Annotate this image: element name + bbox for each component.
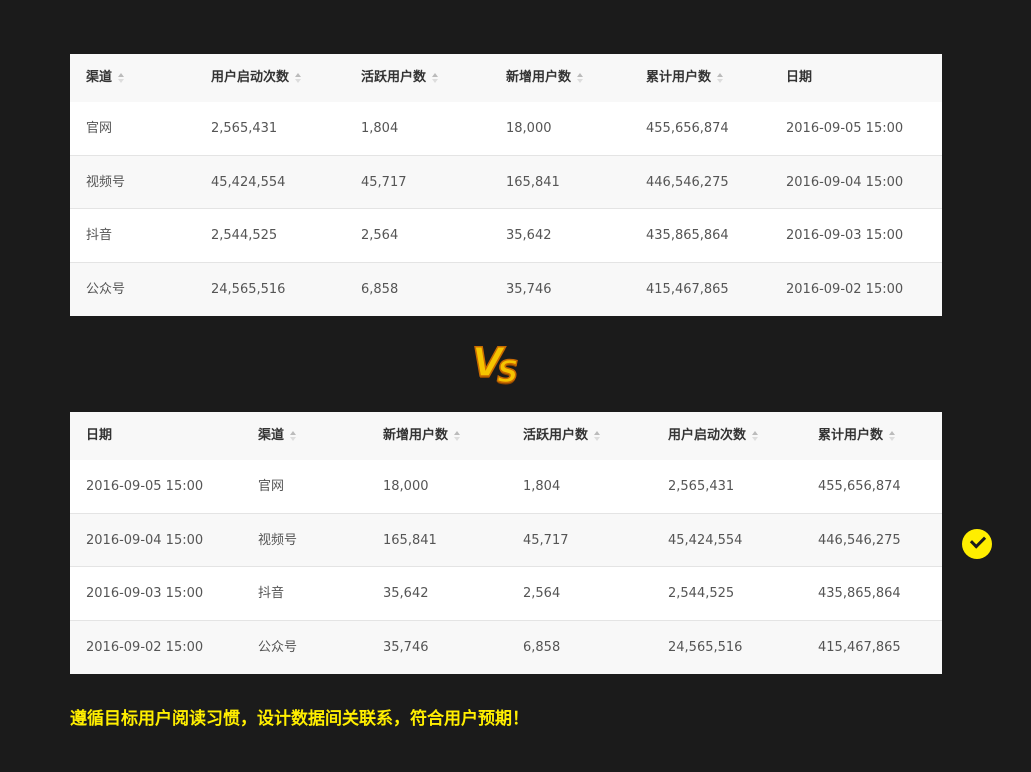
table-cell: 18,000 bbox=[506, 121, 552, 136]
column-header[interactable]: 渠道 bbox=[258, 412, 297, 460]
table-cell: 24,565,516 bbox=[668, 639, 743, 655]
table-cell: 抖音 bbox=[86, 228, 113, 243]
table-cell: 1,804 bbox=[361, 121, 399, 136]
table-cell: 18,000 bbox=[383, 479, 429, 494]
column-header[interactable]: 渠道 bbox=[86, 54, 125, 102]
sort-icon[interactable] bbox=[432, 72, 439, 83]
table-cell: 45,717 bbox=[523, 532, 569, 548]
table-cell: 6,858 bbox=[361, 281, 399, 297]
table-cell: 2016-09-04 15:00 bbox=[86, 532, 204, 548]
sort-icon[interactable] bbox=[889, 430, 896, 441]
column-header-label: 渠道 bbox=[86, 70, 113, 85]
table-row: 公众号 24,565,516 6,858 35,746 415,467,865 2016-… bbox=[70, 262, 942, 316]
sort-icon[interactable] bbox=[752, 430, 759, 441]
column-header[interactable]: 用户启动次数 bbox=[211, 54, 302, 102]
table-cell: 抖音 bbox=[258, 586, 285, 601]
table-cell: 24,565,516 bbox=[211, 281, 286, 297]
table-row: 官网 2,565,431 1,804 18,000 455,656,874 2016-09… bbox=[70, 102, 942, 156]
table-cell: 2,544,525 bbox=[211, 228, 278, 243]
column-header[interactable]: 新增用户数 bbox=[383, 412, 461, 460]
table-cell: 2,544,525 bbox=[668, 586, 735, 601]
table-row: 2016-09-05 15:00 官网 18,000 1,804 2,565,431 45… bbox=[70, 460, 942, 514]
sort-icon[interactable] bbox=[118, 72, 125, 83]
column-header-label: 用户启动次数 bbox=[668, 428, 747, 443]
sort-icon[interactable] bbox=[577, 72, 584, 83]
table-cell: 35,642 bbox=[506, 228, 552, 243]
column-header-label: 渠道 bbox=[258, 428, 285, 443]
sort-icon[interactable] bbox=[717, 72, 724, 83]
vs-logo: VS bbox=[471, 339, 519, 391]
table-cell: 2016-09-05 15:00 bbox=[86, 479, 204, 494]
sort-icon[interactable] bbox=[454, 430, 461, 441]
column-header[interactable]: 累计用户数 bbox=[646, 54, 724, 102]
comparison-table-before: 渠道 用户启动次数 活跃用户数 新增用户数 累计用户数 日期官网 2,565,431 1,80… bbox=[70, 54, 942, 316]
table-cell: 165,841 bbox=[506, 174, 560, 190]
table-cell: 165,841 bbox=[383, 532, 437, 548]
table-cell: 官网 bbox=[86, 121, 113, 136]
table-cell: 官网 bbox=[258, 479, 285, 494]
table-cell: 6,858 bbox=[523, 639, 561, 655]
column-header-label: 日期 bbox=[86, 428, 113, 443]
column-header-label: 日期 bbox=[786, 70, 813, 85]
table-cell: 446,546,275 bbox=[818, 532, 901, 548]
table-cell: 2016-09-02 15:00 bbox=[86, 639, 204, 655]
table-cell: 415,467,865 bbox=[818, 639, 901, 655]
table-cell: 35,746 bbox=[506, 281, 552, 297]
column-header[interactable]: 累计用户数 bbox=[818, 412, 896, 460]
table-cell: 2,564 bbox=[523, 586, 561, 601]
table-cell: 视频号 bbox=[258, 532, 298, 548]
comparison-table-after: 日期 渠道 新增用户数 活跃用户数 用户启动次数 累计用户数 2016-09-05 15:0… bbox=[70, 412, 942, 674]
column-header[interactable]: 活跃用户数 bbox=[361, 54, 439, 102]
caption: 遵循目标用户阅读习惯，设计数据间关联系，符合用户预期！ bbox=[70, 709, 529, 729]
sort-icon[interactable] bbox=[594, 430, 601, 441]
table-row: 抖音 2,544,525 2,564 35,642 435,865,864 2016-09… bbox=[70, 209, 942, 263]
table-header: 日期 渠道 新增用户数 活跃用户数 用户启动次数 累计用户数 bbox=[70, 412, 942, 460]
table-cell: 45,424,554 bbox=[668, 532, 743, 548]
table-header: 渠道 用户启动次数 活跃用户数 新增用户数 累计用户数 日期 bbox=[70, 54, 942, 102]
column-header-label: 活跃用户数 bbox=[523, 428, 589, 443]
table-cell: 455,656,874 bbox=[646, 121, 729, 136]
column-header-label: 活跃用户数 bbox=[361, 70, 427, 85]
column-header-label: 用户启动次数 bbox=[211, 70, 290, 85]
table-row: 2016-09-02 15:00 公众号 35,746 6,858 24,565,516… bbox=[70, 620, 942, 674]
table-row: 2016-09-04 15:00 视频号 165,841 45,717 45,424,5… bbox=[70, 513, 942, 567]
column-header-label: 累计用户数 bbox=[818, 428, 884, 443]
table-cell: 435,865,864 bbox=[818, 586, 901, 601]
column-header[interactable]: 用户启动次数 bbox=[668, 412, 759, 460]
column-header[interactable]: 活跃用户数 bbox=[523, 412, 601, 460]
column-header-label: 新增用户数 bbox=[383, 428, 449, 443]
table-cell: 2016-09-04 15:00 bbox=[786, 174, 904, 190]
table-cell: 455,656,874 bbox=[818, 479, 901, 494]
column-header[interactable]: 新增用户数 bbox=[506, 54, 584, 102]
table-cell: 2016-09-05 15:00 bbox=[786, 121, 904, 136]
table-cell: 2,564 bbox=[361, 228, 399, 243]
table-row: 2016-09-03 15:00 抖音 35,642 2,564 2,544,525 43… bbox=[70, 567, 942, 621]
table-cell: 公众号 bbox=[258, 639, 298, 655]
table-cell: 415,467,865 bbox=[646, 281, 729, 297]
table-cell: 视频号 bbox=[86, 174, 126, 190]
table-cell: 2016-09-03 15:00 bbox=[786, 228, 904, 243]
table-cell: 2016-09-03 15:00 bbox=[86, 586, 204, 601]
check-circle-icon bbox=[962, 529, 992, 559]
table-cell: 45,717 bbox=[361, 174, 407, 190]
table-cell: 2,565,431 bbox=[668, 479, 735, 494]
column-header: 日期 bbox=[86, 412, 112, 460]
table-cell: 446,546,275 bbox=[646, 174, 729, 190]
table-cell: 435,865,864 bbox=[646, 228, 729, 243]
sort-icon[interactable] bbox=[295, 72, 302, 83]
table-cell: 35,642 bbox=[383, 586, 429, 601]
table-cell: 1,804 bbox=[523, 479, 561, 494]
table-cell: 35,746 bbox=[383, 639, 429, 655]
table-cell: 45,424,554 bbox=[211, 174, 286, 190]
sort-icon[interactable] bbox=[290, 430, 297, 441]
column-header: 日期 bbox=[786, 54, 812, 102]
table-row: 视频号 45,424,554 45,717 165,841 446,546,275 201… bbox=[70, 155, 942, 209]
table-cell: 公众号 bbox=[86, 281, 126, 297]
column-header-label: 累计用户数 bbox=[646, 70, 712, 85]
column-header-label: 新增用户数 bbox=[506, 70, 572, 85]
table-cell: 2,565,431 bbox=[211, 121, 278, 136]
table-cell: 2016-09-02 15:00 bbox=[786, 281, 904, 297]
